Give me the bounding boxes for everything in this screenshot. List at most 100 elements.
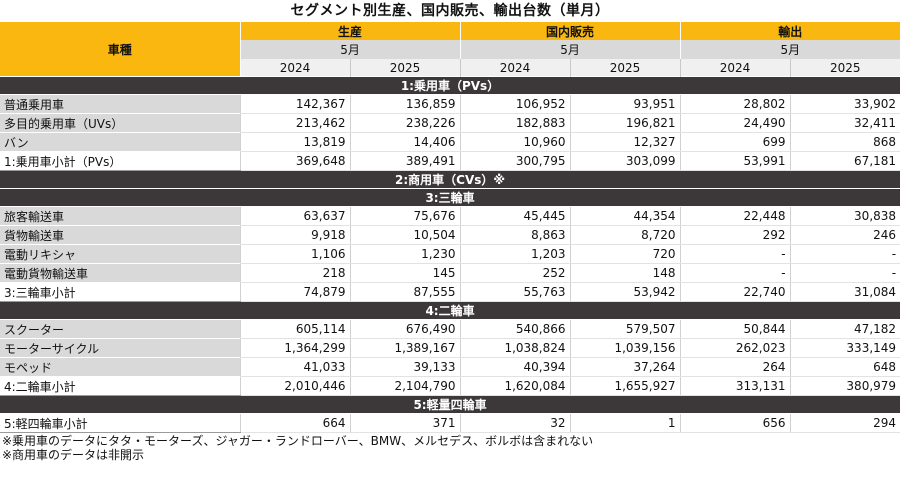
value-cell: 262,023 [679, 338, 791, 358]
value-cell: - [679, 263, 791, 283]
section-title: 1:乗用車（PVs） [0, 76, 900, 95]
value-cell: 32,411 [789, 113, 900, 133]
table-row: 電動リキシャ 1,106 1,230 1,203 720- - [0, 244, 900, 264]
value-cell: 664 [239, 413, 350, 433]
row-label: 5:軽四輪車小計 [0, 413, 240, 433]
value-cell: 292 [679, 225, 791, 245]
value-cell: 380,979 [789, 376, 900, 396]
table-row: モペッド 41,033 39,133 40,394 37,264 264 648 [0, 357, 900, 377]
value-cell: 369,648 [239, 151, 350, 171]
value-cell: 8,863 [459, 225, 571, 245]
table-row: モーターサイクル 1,364,299 1,389,167 1,038,824 1,039… [0, 338, 900, 358]
table-row: 貨物輸送車 9,918 10,504 8,863 8,720 292 246 [0, 225, 900, 245]
row-label: モーターサイクル [0, 338, 240, 358]
section-header-row: 5:軽量四輪車 [0, 395, 900, 414]
row-label: 普通乗用車 [0, 94, 240, 114]
domestic-sales-header: 国内販売 [459, 22, 681, 40]
value-cell: 75,676 [349, 206, 461, 226]
value-cell: 1,038,824 [459, 338, 571, 358]
value-cell: 196,821 [569, 113, 681, 133]
value-cell: 55,763 [459, 282, 571, 302]
section-title: 4:二輪車 [0, 301, 900, 320]
value-cell: 648 [789, 357, 900, 377]
value-cell: 63,637 [239, 206, 350, 226]
production-header: 生産 [240, 22, 461, 40]
value-cell: 136,859 [349, 94, 461, 114]
value-cell: 53,942 [569, 282, 681, 302]
row-label: バン [0, 132, 240, 152]
value-cell: 53,991 [679, 151, 791, 171]
table-row: 旅客輸送車 63,637 75,676 45,445 44,354 22,448 30,83… [0, 206, 900, 226]
year-header: 2025 [789, 59, 900, 77]
table-row: 電動貨物輸送車 218 145 252 148- - [0, 263, 900, 283]
value-cell: 1 [569, 413, 681, 433]
value-cell: 12,327 [569, 132, 681, 152]
value-cell: 142,367 [239, 94, 350, 114]
value-cell: - [789, 244, 900, 264]
year-header: 2024 [459, 59, 571, 77]
value-cell: 371 [349, 413, 461, 433]
year-header: 2024 [240, 59, 350, 77]
section-header-row: 3:三輪車 [0, 188, 900, 207]
value-cell: 93,951 [569, 94, 681, 114]
value-cell: 24,490 [679, 113, 791, 133]
value-cell: - [679, 244, 791, 264]
value-cell: 252 [459, 263, 571, 283]
section-header-row: 2:商用車（CVs）※ [0, 170, 900, 189]
value-cell: 33,902 [789, 94, 900, 114]
month-header-domestic: 5月 [459, 40, 681, 59]
value-cell: 50,844 [679, 319, 791, 339]
value-cell: 10,504 [349, 225, 461, 245]
value-cell: 264 [679, 357, 791, 377]
value-cell: - [789, 263, 900, 283]
table-row: スクーター 605,114 676,490 540,866 579,507 50,844 4… [0, 319, 900, 339]
value-cell: 1,203 [459, 244, 571, 264]
row-label: モペッド [0, 357, 240, 377]
value-cell: 13,819 [239, 132, 350, 152]
footnotes: ※乗用車のデータにタタ・モーターズ、ジャガー・ランドローバー、BMW、メルセデス… [0, 434, 900, 462]
section-title: 5:軽量四輪車 [0, 395, 900, 414]
value-cell: 656 [679, 413, 791, 433]
value-cell: 2,104,790 [349, 376, 461, 396]
value-cell: 605,114 [239, 319, 350, 339]
value-cell: 218 [239, 263, 350, 283]
value-cell: 87,555 [349, 282, 461, 302]
table-row: バン 13,819 14,406 10,960 12,327 699 868 [0, 132, 900, 152]
value-cell: 32 [459, 413, 571, 433]
value-cell: 47,182 [789, 319, 900, 339]
footnote-passenger: ※乗用車のデータにタタ・モーターズ、ジャガー・ランドローバー、BMW、メルセデス… [2, 434, 594, 448]
value-cell: 1,620,084 [459, 376, 571, 396]
month-header-production: 5月 [240, 40, 461, 59]
value-cell: 303,099 [569, 151, 681, 171]
value-cell: 868 [789, 132, 900, 152]
year-header: 2025 [349, 59, 461, 77]
row-label: 1:乗用車小計（PVs） [0, 151, 240, 171]
month-header-exports: 5月 [679, 40, 900, 59]
value-cell: 389,491 [349, 151, 461, 171]
value-cell: 540,866 [459, 319, 571, 339]
value-cell: 148 [569, 263, 681, 283]
exports-header: 輸出 [679, 22, 900, 40]
row-label: 貨物輸送車 [0, 225, 240, 245]
value-cell: 1,655,927 [569, 376, 681, 396]
value-cell: 37,264 [569, 357, 681, 377]
value-cell: 182,883 [459, 113, 571, 133]
year-header: 2025 [569, 59, 681, 77]
value-cell: 699 [679, 132, 791, 152]
value-cell: 1,364,299 [239, 338, 350, 358]
value-cell: 74,879 [239, 282, 350, 302]
value-cell: 14,406 [349, 132, 461, 152]
value-cell: 39,133 [349, 357, 461, 377]
table-title: セグメント別生産、国内販売、輸出台数（単月） [290, 3, 610, 19]
value-cell: 41,033 [239, 357, 350, 377]
value-cell: 720 [569, 244, 681, 264]
value-cell: 30,838 [789, 206, 900, 226]
value-cell: 40,394 [459, 357, 571, 377]
value-cell: 31,084 [789, 282, 900, 302]
row-label: 電動貨物輸送車 [0, 263, 240, 283]
row-label: 多目的乗用車（UVs） [0, 113, 240, 133]
value-cell: 8,720 [569, 225, 681, 245]
row-label: 電動リキシャ [0, 244, 240, 264]
value-cell: 28,802 [679, 94, 791, 114]
value-cell: 1,039,156 [569, 338, 681, 358]
